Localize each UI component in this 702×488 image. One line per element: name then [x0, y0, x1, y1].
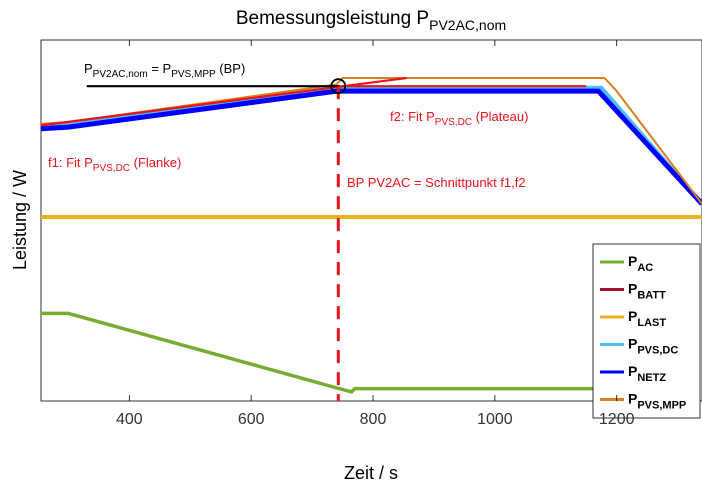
chart-title-sub: PV2AC,nom [429, 17, 506, 33]
x-axis-label: Zeit / s [344, 463, 398, 483]
plot-area [40, 39, 702, 402]
bp-def-b: = P [148, 61, 172, 76]
bp-circle-marker [330, 78, 347, 95]
legend-entry-label: PAC [628, 253, 653, 274]
f2-label-b: (Plateau) [472, 109, 528, 124]
bp-def-a-sub: PV2AC,nom [93, 69, 148, 80]
bp-definition-annotation: PPV2AC,nom = PPVS,MPP (BP) [84, 61, 245, 80]
bp-def-a: P [84, 61, 93, 76]
chart-title-main: Bemessungsleistung P [236, 8, 429, 29]
legend-entry-label: PPVS,MPP [628, 391, 686, 412]
bp-def-b-sub: PVS,MPP [171, 69, 216, 80]
f1-label-a: f1: Fit P [48, 155, 93, 170]
x-ticks: 400 600 800 1000 1200 [116, 40, 635, 428]
series-layer [40, 77, 702, 394]
bp-annotation: BP PV2AC = Schnittpunkt f1,f2 [347, 175, 526, 190]
legend-entry-label: PLAST [628, 308, 666, 329]
x-tick-label: 1000 [477, 411, 513, 428]
series-line-ac [41, 311, 608, 394]
x-tick-label: 400 [116, 411, 143, 428]
bp-def-c: (BP) [216, 61, 246, 76]
f1-label-sub: PVS,DC [93, 163, 130, 174]
legend-entry-label: PNETZ [628, 363, 666, 384]
f2-label-sub: PVS,DC [435, 117, 472, 128]
f2-annotation: f2: Fit PPVS,DC (Plateau) [390, 109, 528, 128]
f1-label-b: (Flanke) [130, 155, 181, 170]
f1-annotation: f1: Fit PPVS,DC (Flanke) [48, 155, 181, 174]
x-tick-label: 800 [360, 411, 387, 428]
chart-title: Bemessungsleistung PPV2AC,nom [236, 8, 506, 33]
legend-entry-label: PPVS,DC [628, 336, 678, 357]
x-tick-label: 1200 [599, 411, 635, 428]
legend-entry-label: PBATT [628, 281, 666, 302]
legend: PAC PBATT PLAST PPVS,DC PNETZ PPVS,MPP [592, 243, 701, 419]
legend-box [592, 243, 701, 419]
y-axis-label: Leistung / W [10, 170, 30, 270]
f2-label-a: f2: Fit P [390, 109, 435, 124]
x-tick-label: 600 [238, 411, 265, 428]
series-line-netz [40, 88, 702, 206]
